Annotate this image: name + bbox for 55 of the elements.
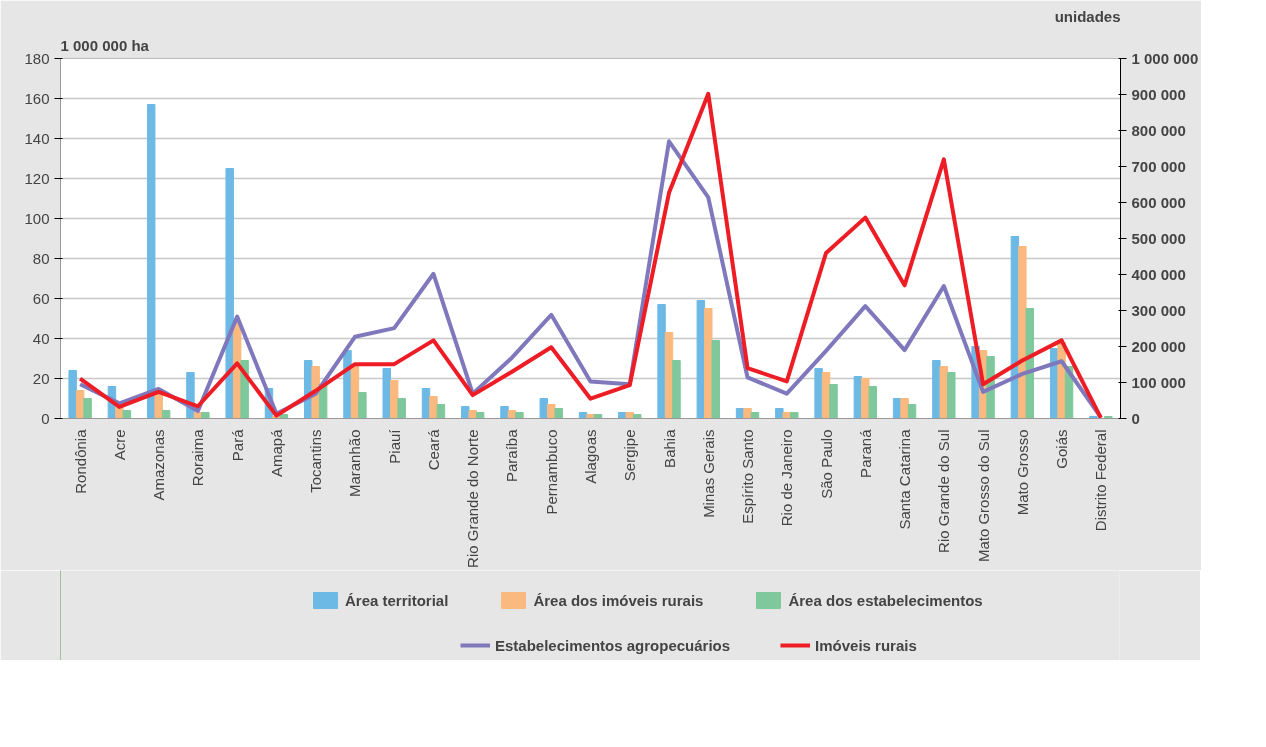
y-tick-label: 0	[41, 409, 50, 427]
x-tick-label: Amapá	[267, 428, 285, 478]
legend-label: Estabelecimentos agropecuários	[495, 636, 731, 654]
x-tick-label: Rondônia	[71, 428, 89, 494]
x-tick-label: Rio Grande do Norte	[464, 429, 482, 568]
x-tick-label: Pernambuco	[542, 429, 560, 515]
x-tick-label: Paraná	[856, 428, 874, 478]
y2-tick-label: 1 000 000	[1131, 50, 1199, 67]
y2-tick-label: 800 000	[1131, 122, 1186, 139]
x-tick-label: Santa Catarina	[896, 428, 914, 530]
x-tick-label: Roraima	[189, 428, 207, 487]
x-tick-label: Sergipe	[621, 429, 639, 482]
y-tick-label: 160	[24, 89, 50, 107]
y2-tick-label: 0	[1131, 410, 1140, 427]
x-tick-label: Acre	[110, 429, 128, 461]
y2-tick-label: 100 000	[1131, 374, 1186, 391]
y-tick-label: 100	[24, 209, 50, 227]
y2-tick-label: 300 000	[1131, 302, 1186, 319]
y2-tick-label: 600 000	[1131, 194, 1186, 211]
x-tick-label: Mato Grosso do Sul	[974, 429, 992, 563]
x-tick-label: Minas Gerais	[699, 429, 717, 518]
y2-tick-label: 400 000	[1131, 266, 1186, 283]
x-tick-label: Paraíba	[503, 428, 521, 483]
y-tick-label: 80	[32, 249, 50, 267]
x-tick-label: Alagoas	[582, 429, 599, 484]
y2-tick-label: 200 000	[1131, 338, 1186, 355]
legend-label: Área dos estabelecimentos	[788, 591, 983, 609]
legend-label: Imóveis rurais	[815, 636, 917, 654]
legend-label: Área territorial	[345, 591, 449, 609]
x-tick-label: Espírito Santo	[739, 429, 757, 524]
x-tick-label: Piauí	[385, 428, 403, 464]
x-tick-label: Pará	[228, 428, 246, 462]
x-tick-label: Bahia	[660, 428, 678, 468]
y2-tick-label: 700 000	[1131, 158, 1186, 175]
y2-axis-title: unidades	[1054, 7, 1121, 25]
x-tick-label: Distrito Federal	[1092, 429, 1110, 532]
y-axis-title: 1 000 000 ha	[60, 36, 150, 54]
x-tick-label: São Paulo	[817, 429, 835, 499]
x-tick-label: Rio de Janeiro	[778, 429, 796, 527]
x-tick-label: Tocantins	[307, 429, 325, 493]
y-tick-label: 60	[32, 289, 50, 307]
x-tick-label: Maranhão	[346, 429, 364, 498]
x-tick-label: Ceará	[424, 428, 442, 471]
x-tick-label: Amazonas	[150, 429, 168, 501]
x-tick-label: Goiás	[1053, 429, 1071, 469]
y-tick-label: 180	[24, 49, 50, 67]
y-tick-label: 40	[32, 329, 50, 347]
y-tick-label: 140	[24, 129, 50, 147]
y2-tick-label: 900 000	[1131, 86, 1186, 103]
x-tick-label: Rio Grande do Sul	[935, 429, 953, 553]
y2-tick-label: 500 000	[1131, 230, 1186, 247]
x-tick-label: Mato Grosso	[1013, 429, 1031, 516]
y-tick-label: 120	[24, 169, 50, 187]
legend-label: Área dos imóveis rurais	[533, 591, 704, 609]
y-tick-label: 20	[32, 369, 50, 387]
